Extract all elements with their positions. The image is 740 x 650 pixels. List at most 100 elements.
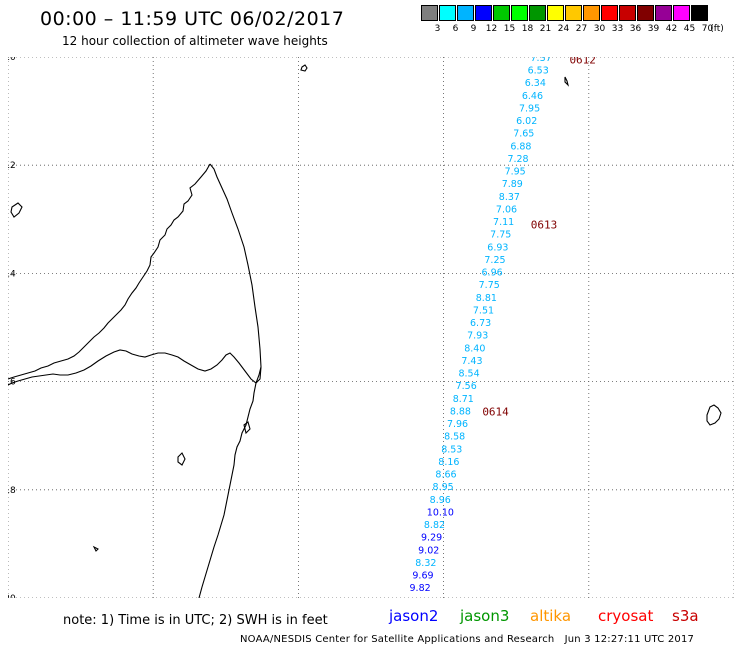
wave-height-value: 7.11 <box>493 217 514 228</box>
madagascar-west-coast <box>8 163 211 380</box>
track-time-label: 0613 <box>531 219 558 232</box>
map-subtitle: 12 hour collection of altimeter wave hei… <box>62 34 328 48</box>
wave-height-value: 6.96 <box>482 268 503 279</box>
wave-height-value: 6.53 <box>528 66 549 77</box>
small-island-3 <box>177 452 186 466</box>
wave-height-value: 8.16 <box>438 457 459 468</box>
small-island-2 <box>10 202 23 218</box>
legend-unit: (ft) <box>710 24 724 34</box>
lat-tick-label: -10 <box>8 57 16 63</box>
legend-swatch <box>655 5 672 21</box>
wave-height-value: 8.95 <box>433 482 454 493</box>
agalega-island <box>564 76 570 87</box>
satellite-name: jason3 <box>460 607 510 625</box>
wave-height-value: 8.71 <box>453 394 474 405</box>
satellite-name: jason2 <box>389 607 439 625</box>
legend-swatch <box>421 5 438 21</box>
wave-height-value: 8.66 <box>435 470 456 481</box>
legend-swatch <box>547 5 564 21</box>
legend-label: 12 <box>485 24 498 34</box>
legend-label: 39 <box>647 24 660 34</box>
wave-height-value: 9.69 <box>412 571 433 582</box>
legend-swatch <box>673 5 690 21</box>
wave-height-value: 7.65 <box>513 129 534 140</box>
legend-label: 9 <box>470 24 477 34</box>
wave-height-value: 8.96 <box>430 495 451 506</box>
wave-height-value: 8.81 <box>476 293 497 304</box>
satellite-name: cryosat <box>598 607 654 625</box>
legend-swatch <box>475 5 492 21</box>
wave-height-value: 8.88 <box>450 406 471 417</box>
wave-height-value: 6.88 <box>510 141 531 152</box>
timestamp: Jun 3 12:27:11 UTC 2017 <box>564 634 695 645</box>
altimeter-track: 7.376.536.346.467.956.027.656.887.287.95… <box>410 57 596 594</box>
track-time-label: 0614 <box>482 405 509 418</box>
legend-swatch <box>457 5 474 21</box>
wave-height-value: 8.54 <box>458 369 479 380</box>
wave-height-value: 7.43 <box>461 356 482 367</box>
wave-height-value: 8.82 <box>424 520 445 531</box>
wave-height-value: 7.95 <box>519 103 540 114</box>
wave-height-value: 6.93 <box>487 242 508 253</box>
satellite-name: altika <box>530 607 572 625</box>
graticule <box>8 57 734 598</box>
track-time-label: 0612 <box>569 57 596 67</box>
madagascar-coastline <box>8 163 262 386</box>
legend-label: 6 <box>452 24 459 34</box>
lat-tick-label: -16 <box>8 378 16 388</box>
latitude-ticks: -10 -12 -14 -16 -18 -20 <box>8 57 16 598</box>
wave-height-value: 7.25 <box>484 255 505 266</box>
wave-height-value: 7.51 <box>473 305 494 316</box>
wave-height-value: 6.02 <box>516 116 537 127</box>
wave-height-value: 7.06 <box>496 204 517 215</box>
wave-height-value: 9.82 <box>410 583 431 594</box>
wave-height-value: 6.73 <box>470 318 491 329</box>
legend-label: 33 <box>611 24 624 34</box>
legend-label: 24 <box>557 24 570 34</box>
legend-swatch <box>493 5 510 21</box>
legend-label: 36 <box>629 24 642 34</box>
legend-swatch <box>439 5 456 21</box>
small-island-4 <box>243 421 251 435</box>
wave-height-value: 7.95 <box>505 167 526 178</box>
wave-height-value: 7.93 <box>467 331 488 342</box>
wave-height-value: 7.75 <box>490 230 511 241</box>
altimeter-map: 7.376.536.346.467.956.027.656.887.287.95… <box>8 57 734 598</box>
wave-height-value: 8.53 <box>441 444 462 455</box>
lat-tick-label: -18 <box>8 486 16 496</box>
legend-swatch <box>565 5 582 21</box>
lat-tick-label: -12 <box>8 161 16 171</box>
legend-swatch <box>691 5 708 21</box>
madagascar-south-coast <box>198 366 262 598</box>
wave-height-value: 6.46 <box>522 91 543 102</box>
wave-height-value: 8.37 <box>499 192 520 203</box>
map-title: 00:00 – 11:59 UTC 06/02/2017 <box>40 8 345 30</box>
coastline <box>8 64 722 598</box>
legend-label: 27 <box>575 24 588 34</box>
wave-height-value: 7.89 <box>502 179 523 190</box>
wave-height-value: 7.37 <box>531 57 552 64</box>
legend-label: 21 <box>539 24 552 34</box>
wave-height-value: 7.56 <box>456 381 477 392</box>
wave-height-value: 7.28 <box>507 154 528 165</box>
wave-height-value: 8.32 <box>415 558 436 569</box>
wave-height-value: 8.40 <box>464 343 485 354</box>
legend-swatch <box>511 5 528 21</box>
lat-tick-label: -20 <box>8 594 16 598</box>
note-text: note: 1) Time is in UTC; 2) SWH is in fe… <box>63 613 328 628</box>
credit-text: NOAA/NESDIS Center for Satellite Applica… <box>240 634 555 645</box>
legend-label: 45 <box>683 24 696 34</box>
credit-line: NOAA/NESDIS Center for Satellite Applica… <box>240 634 694 645</box>
small-island-5 <box>92 545 99 552</box>
mauritius-island <box>706 404 722 426</box>
legend-swatch <box>583 5 600 21</box>
map-frame <box>8 57 734 598</box>
wave-height-value: 8.58 <box>444 432 465 443</box>
wave-height-value: 10.10 <box>427 507 454 518</box>
legend-swatch <box>601 5 618 21</box>
legend-label: 30 <box>593 24 606 34</box>
legend-swatch <box>637 5 654 21</box>
legend-label: 42 <box>665 24 678 34</box>
lat-tick-label: -14 <box>8 269 16 279</box>
legend-label: 15 <box>503 24 516 34</box>
